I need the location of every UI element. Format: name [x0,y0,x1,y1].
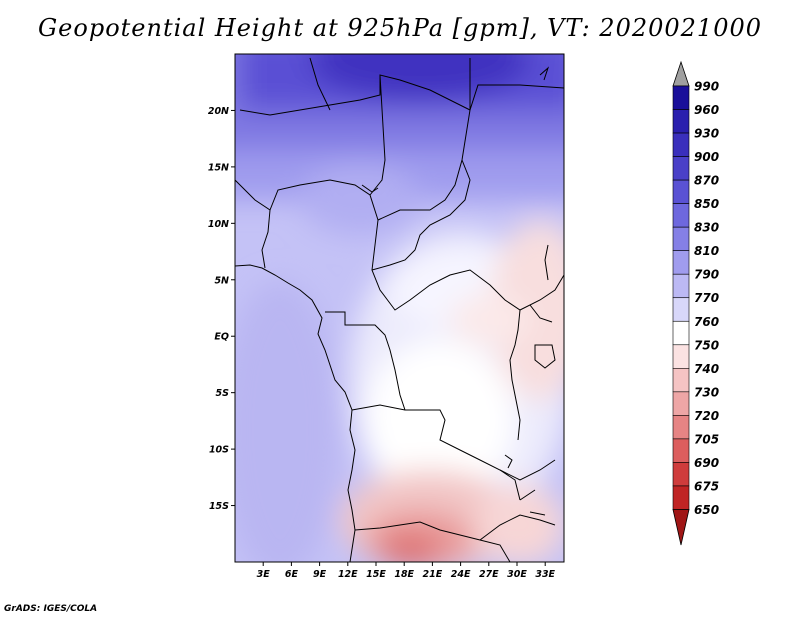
colorbar-label: 960 [694,103,719,117]
lon-tick-label: 24E [451,569,471,580]
lat-tick-label: 5N [214,275,229,286]
colorbar-label: 830 [694,221,719,235]
colorbar-label: 750 [694,338,719,352]
colorbar-label: 705 [694,432,719,446]
colorbar-label: 790 [694,268,719,282]
colorbar-swatch [672,344,690,369]
colorbar-swatch [672,273,690,299]
lat-tick-label: 20N [208,106,229,117]
lon-tick-label: 9E [313,569,327,580]
colorbar-swatch [672,179,690,204]
lon-tick-label: 30E [507,569,527,580]
colorbar-label: 690 [694,456,719,470]
lon-tick-label: 18E [394,569,414,580]
lon-tick-label: 3E [257,569,271,580]
colorbar-label: 810 [694,244,719,258]
colorbar-label: 990 [694,80,719,94]
lat-tick-label: 15S [209,501,229,512]
map-frame [234,53,565,563]
colorbar-label: 900 [694,150,719,164]
colorbar-label: 730 [694,385,719,399]
colorbar-label: 850 [694,197,719,211]
colorbar-label: 930 [694,127,719,141]
grads-credit: GrADS: IGES/COLA [4,604,98,614]
lon-tick-label: 6E [285,569,299,580]
longitude-ticks: 3E 6E 9E 12E 15E 18E 21E 24E 27E 30E 33E [257,562,556,580]
boundaries [235,57,564,562]
lon-tick-label: 27E [479,569,499,580]
colorbar-swatch [672,320,690,346]
colorbar-swatch [672,368,690,393]
chart-title: Geopotential Height at 925hPa [gpm], VT:… [38,14,762,42]
colorbar-swatch [672,438,690,463]
colorbar-swatch [672,462,690,487]
colorbar-label: 740 [694,362,719,376]
colorbar: 990 960 930 900 870 850 830 810 790 770 760 750 740 7… [672,60,719,546]
colorbar-label: 675 [694,479,719,493]
lat-tick-label: 5S [216,388,230,399]
colorbar-label: 870 [694,174,719,188]
lon-tick-label: 21E [423,569,443,580]
lat-tick-label: 10S [209,445,229,456]
height-field [235,54,564,562]
colorbar-top-arrow [672,60,690,87]
colorbar-label: 760 [694,315,719,329]
colorbar-swatch [672,85,690,110]
colorbar-label: 650 [694,503,719,517]
lat-tick-label: EQ [214,332,229,343]
lon-tick-label: 15E [366,569,386,580]
colorbar-bottom-arrow [672,509,690,546]
colorbar-swatch [672,391,690,416]
lon-tick-label: 33E [535,569,555,580]
lon-tick-label: 12E [338,569,358,580]
colorbar-swatch [672,109,690,134]
colorbar-label: 770 [694,291,719,305]
colorbar-swatch [672,250,690,275]
lat-tick-label: 15N [208,162,229,173]
colorbar-swatch [672,226,690,251]
colorbar-label: 720 [694,409,719,423]
colorbar-swatch [672,415,690,440]
lat-tick-label: 10N [208,219,229,230]
colorbar-swatch [672,156,690,181]
colorbar-swatch [672,203,690,228]
latitude-ticks: 20N 15N 10N 5N EQ 5S 10S 15S [208,106,235,512]
colorbar-swatch [672,297,690,322]
colorbar-swatch [672,132,690,157]
colorbar-swatch [672,485,690,510]
